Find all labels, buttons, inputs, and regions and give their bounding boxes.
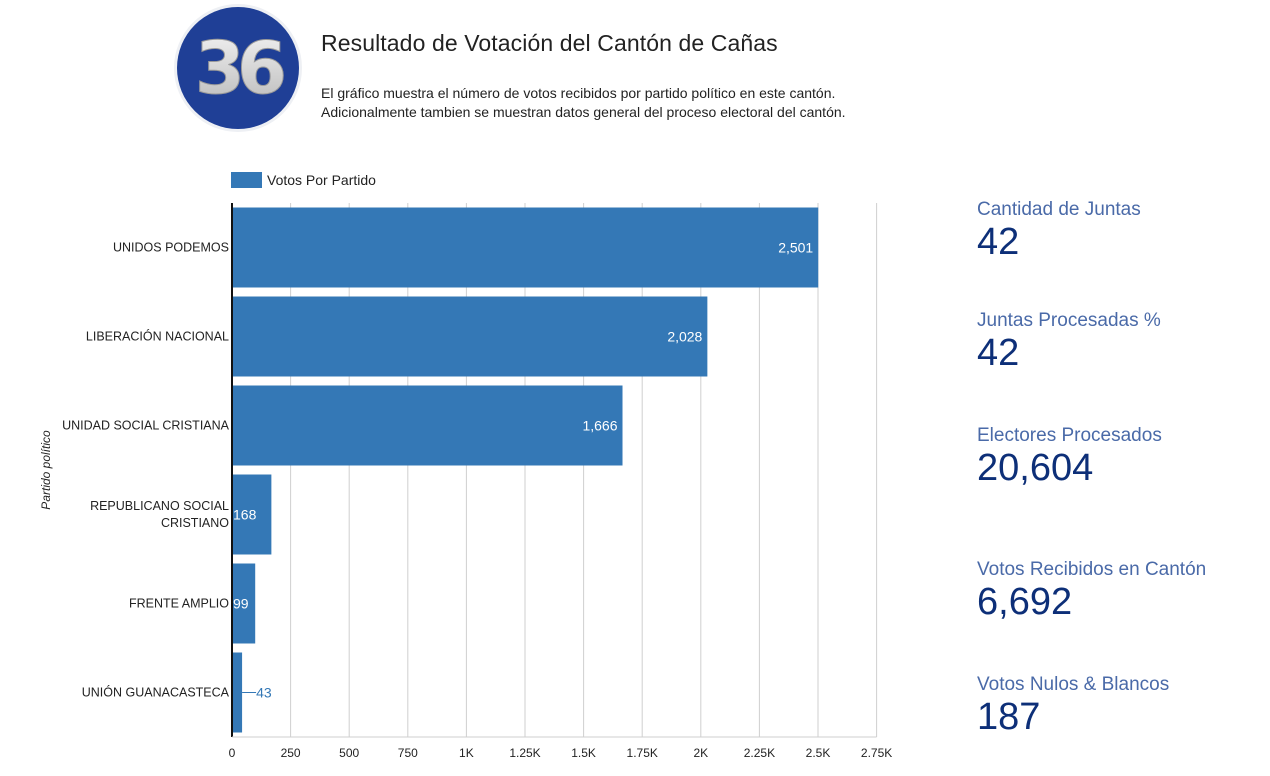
kpi-value: 42 (977, 332, 1020, 374)
y-axis-title: Partido político (39, 430, 53, 510)
category-label: UNIDOS PODEMOS (113, 241, 229, 255)
kpi-value: 187 (977, 696, 1041, 738)
category-label: REPUBLICANO SOCIAL (90, 499, 229, 513)
page-title: Resultado de Votación del Cantón de Caña… (321, 30, 778, 56)
data-label: 43 (256, 685, 272, 701)
x-tick-label: 2.75K (861, 746, 892, 760)
x-tick-label: 1.5K (571, 746, 596, 760)
kpi-juntas-procesadas: Juntas Procesadas % 42 (977, 310, 1161, 373)
bar-chart: 2,501 UNIDOS PODEMOS 2,028 LIBERACIÓN NACIO… (39, 203, 892, 760)
kpi-label: Electores Procesados (977, 425, 1162, 446)
x-tick-label: 2.5K (806, 746, 831, 760)
bar (232, 652, 243, 733)
x-tick-label: 0 (229, 746, 236, 760)
data-label: 2,028 (667, 329, 702, 345)
kpi-votos-nulos-blancos: Votos Nulos & Blancos 187 (977, 674, 1169, 737)
logo-text: 36 (195, 26, 284, 110)
kpi-label: Votos Nulos & Blancos (977, 674, 1170, 695)
kpi-label: Cantidad de Juntas (977, 199, 1141, 220)
bar (232, 563, 256, 644)
bar (232, 385, 623, 466)
kpi-value: 6,692 (977, 581, 1073, 623)
kpi-value: 20,604 (977, 447, 1094, 489)
x-tick-label: 250 (281, 746, 301, 760)
description-line: Adicionalmente tambien se muestran datos… (321, 104, 846, 120)
kpi-electores-procesados: Electores Procesados 20,604 (977, 425, 1162, 488)
category-label: FRENTE AMPLIO (129, 597, 229, 611)
x-tick-label: 1K (459, 746, 474, 760)
description-line: El gráfico muestra el número de votos re… (321, 85, 836, 101)
x-tick-label: 500 (339, 746, 359, 760)
data-label: 168 (233, 507, 257, 523)
data-label: 2,501 (778, 240, 813, 256)
bar (232, 296, 708, 377)
data-label: 1,666 (582, 418, 617, 434)
logo: 36 (174, 4, 302, 132)
x-tick-label: 1.75K (627, 746, 658, 760)
kpi-votos-recibidos: Votos Recibidos en Cantón 6,692 (977, 559, 1206, 622)
kpi-label: Juntas Procesadas % (977, 310, 1161, 331)
legend-label: Votos Por Partido (267, 172, 376, 188)
category-label: CRISTIANO (161, 516, 229, 530)
bar (232, 207, 819, 288)
category-label: UNIÓN GUANACASTECA (82, 685, 230, 700)
x-tick-label: 750 (398, 746, 418, 760)
kpi-value: 42 (977, 221, 1020, 263)
legend-swatch (231, 172, 262, 188)
page-description: El gráfico muestra el número de votos re… (321, 84, 846, 122)
x-tick-label: 1.25K (509, 746, 540, 760)
category-label: UNIDAD SOCIAL CRISTIANA (62, 419, 230, 433)
bar (232, 474, 272, 555)
data-label: 99 (233, 596, 249, 612)
kpi-juntas: Cantidad de Juntas 42 (977, 199, 1141, 262)
category-label: LIBERACIÓN NACIONAL (86, 329, 229, 344)
x-tick-label: 2.25K (744, 746, 775, 760)
x-tick-label: 2K (693, 746, 708, 760)
kpi-label: Votos Recibidos en Cantón (977, 559, 1207, 580)
